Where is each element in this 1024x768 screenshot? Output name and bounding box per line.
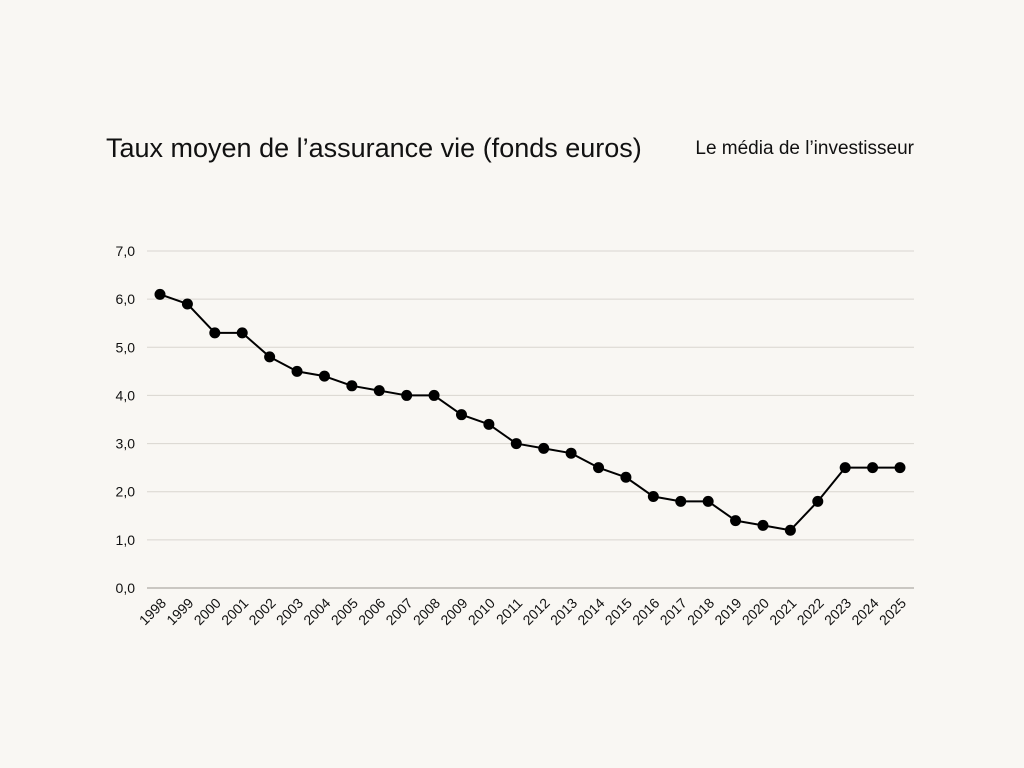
data-point xyxy=(318,370,330,382)
data-point xyxy=(675,495,687,507)
y-tick-label: 5,0 xyxy=(116,339,136,355)
data-point xyxy=(894,462,906,474)
data-point xyxy=(757,519,769,531)
x-tick-label: 2005 xyxy=(328,595,361,628)
x-tick-label: 2018 xyxy=(684,595,717,628)
x-tick-label: 2004 xyxy=(300,595,333,628)
x-tick-label: 2008 xyxy=(410,595,443,628)
x-tick-label: 2006 xyxy=(355,595,388,628)
x-axis-tick-labels: 1998199920002001200220032004200520062007… xyxy=(136,595,909,628)
data-point xyxy=(401,389,413,401)
data-point xyxy=(373,385,385,397)
brand-label: Le média de l’investisseur xyxy=(695,138,914,159)
x-tick-label: 2013 xyxy=(547,595,580,628)
y-tick-label: 4,0 xyxy=(116,387,136,403)
x-tick-label: 2020 xyxy=(739,595,772,628)
x-tick-label: 2014 xyxy=(574,595,607,628)
data-point xyxy=(291,365,303,377)
data-point xyxy=(209,327,221,339)
y-tick-label: 0,0 xyxy=(116,580,136,596)
data-point xyxy=(812,495,824,507)
x-tick-label: 2001 xyxy=(218,595,251,628)
x-tick-label: 2009 xyxy=(437,595,470,628)
x-tick-label: 2015 xyxy=(602,595,635,628)
data-point xyxy=(565,447,577,459)
y-tick-label: 7,0 xyxy=(116,243,136,259)
y-tick-label: 3,0 xyxy=(116,436,136,452)
x-tick-label: 2023 xyxy=(821,595,854,628)
x-tick-label: 2010 xyxy=(465,595,498,628)
x-tick-label: 2021 xyxy=(766,595,799,628)
x-tick-label: 2012 xyxy=(519,595,552,628)
data-point xyxy=(647,491,659,503)
x-tick-label: 2000 xyxy=(191,595,224,628)
x-tick-label: 2022 xyxy=(794,595,827,628)
y-tick-label: 1,0 xyxy=(116,532,136,548)
data-point xyxy=(784,524,796,536)
x-tick-label: 2024 xyxy=(848,595,881,628)
x-tick-label: 2011 xyxy=(493,595,526,628)
data-points xyxy=(154,288,906,536)
data-point xyxy=(181,298,193,310)
x-tick-label: 2003 xyxy=(273,595,306,628)
series-line-group xyxy=(159,293,900,532)
x-tick-label: 2025 xyxy=(876,595,909,628)
x-tick-label: 2016 xyxy=(629,595,662,628)
x-tick-label: 1999 xyxy=(163,595,196,628)
data-point xyxy=(264,351,276,363)
x-tick-label: 2002 xyxy=(245,595,278,628)
x-tick-label: 2017 xyxy=(657,595,690,628)
x-tick-label: 2019 xyxy=(711,595,744,628)
y-tick-label: 6,0 xyxy=(116,291,136,307)
data-point xyxy=(455,409,467,421)
data-point xyxy=(867,462,879,474)
data-point xyxy=(428,389,440,401)
gridlines xyxy=(147,250,914,589)
data-point xyxy=(538,442,550,454)
data-point xyxy=(620,471,632,483)
y-tick-label: 2,0 xyxy=(116,484,136,500)
data-point xyxy=(730,515,742,527)
data-point xyxy=(593,462,605,474)
chart-title: Taux moyen de l’assurance vie (fonds eur… xyxy=(106,133,642,163)
data-point xyxy=(154,288,166,300)
data-point xyxy=(702,495,714,507)
data-point xyxy=(483,418,495,430)
y-axis-tick-labels: 0,0 1,0 2,0 3,0 4,0 5,0 6,0 7,0 xyxy=(116,243,136,596)
x-tick-label: 1998 xyxy=(136,595,169,628)
series-line xyxy=(159,293,900,532)
data-point xyxy=(236,327,248,339)
x-tick-label: 2007 xyxy=(382,595,415,628)
data-point xyxy=(346,380,358,392)
data-point xyxy=(839,462,851,474)
data-point xyxy=(510,438,522,450)
